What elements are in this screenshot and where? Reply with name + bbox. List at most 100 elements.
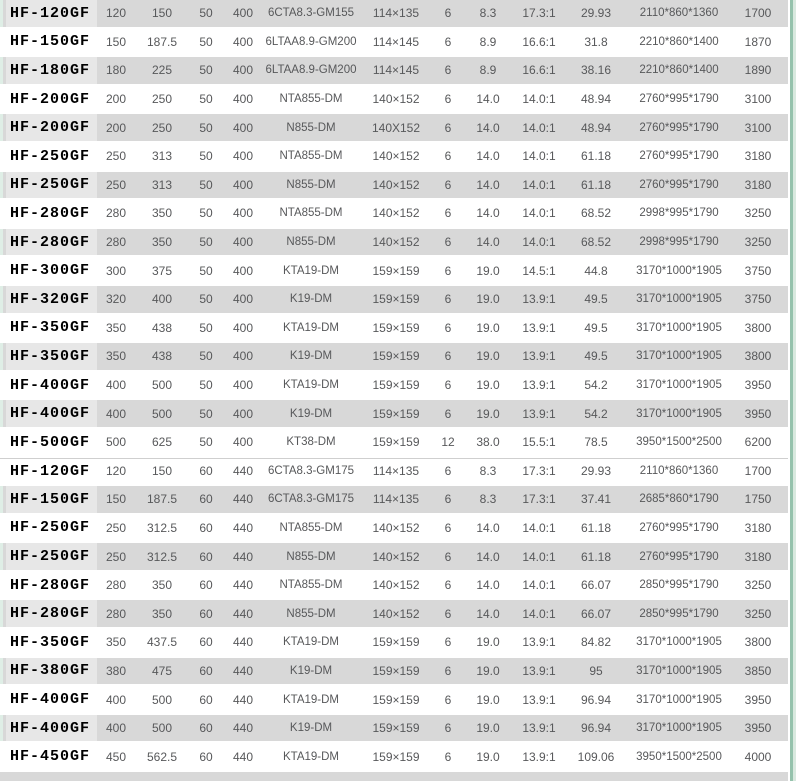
cell-engine-model: NTA855-DM	[279, 579, 343, 592]
cell-voltage-v: 440	[232, 749, 254, 764]
cell-dimensions: 3170*1000*1905	[636, 664, 722, 677]
cell-frequency-hz: 60	[199, 749, 213, 764]
cell-weight: 1700	[744, 464, 772, 479]
cell-engine-model: N855-DM	[286, 236, 336, 249]
cell-power-kva: 625	[151, 435, 173, 450]
cell-weight: 3250	[744, 235, 772, 250]
cell-bore-stroke: 159×159	[372, 692, 420, 707]
cell-compression-ratio: 17.3:1	[522, 6, 556, 21]
cell-dimensions: 3170*1000*1905	[636, 293, 722, 306]
cell-engine-model: KTA19-DM	[282, 379, 340, 392]
table-row: HF-280GF 280 350 50 400 NTA855-DM 140×15…	[0, 200, 788, 229]
cell-power-kw: 380	[105, 663, 127, 678]
cell-bore-stroke: 114×145	[372, 34, 420, 49]
cell-power-kva: 475	[151, 663, 173, 678]
cell-bore-stroke: 114×135	[372, 492, 420, 507]
cell-fuel-consumption: 37.41	[580, 492, 612, 507]
cell-weight: 3100	[744, 120, 772, 135]
cell-model-name: HF-280GF	[0, 228, 100, 256]
cell-power-kw: 150	[105, 492, 127, 507]
cell-bore-stroke: 140×152	[372, 235, 420, 250]
cell-bore-stroke: 159×159	[372, 721, 420, 736]
cell-voltage-v: 400	[232, 320, 254, 335]
cell-power-kw: 250	[105, 149, 127, 164]
table-row: HF-280GF 280 350 60 440 NTA855-DM 140×15…	[0, 571, 788, 601]
table-row: HF-400GF 400 500 60 440 K19-DM 159×159 6…	[0, 714, 788, 744]
cell-power-kw: 350	[105, 349, 127, 364]
cell-engine-model: KTA19-DM	[282, 636, 340, 649]
cell-cylinders: 6	[444, 320, 452, 335]
cell-power-kva: 500	[151, 721, 173, 736]
cell-cylinders: 6	[444, 6, 452, 21]
cell-compression-ratio: 17.3:1	[522, 492, 556, 507]
cell-engine-model: K19-DM	[289, 407, 333, 420]
cell-frequency-hz: 50	[199, 263, 213, 278]
cell-power-kw: 150	[105, 34, 127, 49]
cell-frequency-hz: 50	[199, 34, 213, 49]
cell-engine-model: 6CTA8.3-GM175	[267, 465, 355, 478]
cell-model-name: HF-350GF	[9, 633, 90, 651]
cell-frequency-hz: 50	[199, 120, 213, 135]
cell-weight: 3850	[744, 663, 772, 678]
cell-weight: 3100	[744, 92, 772, 107]
cell-compression-ratio: 13.9:1	[522, 721, 556, 736]
cell-displacement: 19.0	[476, 692, 500, 707]
cell-power-kva: 500	[151, 692, 173, 707]
cell-engine-model: NTA855-DM	[279, 150, 343, 163]
cell-voltage-v: 440	[232, 721, 254, 736]
cell-model-name: HF-350GF	[0, 343, 100, 370]
cell-power-kw: 280	[105, 235, 127, 250]
cell-cylinders: 6	[444, 120, 452, 135]
cell-weight: 1700	[744, 6, 772, 21]
cell-dimensions: 3170*1000*1905	[636, 321, 722, 334]
cell-cylinders: 6	[444, 549, 452, 564]
cell-dimensions: 3170*1000*1905	[636, 722, 722, 735]
cell-dimensions: 2760*995*1790	[639, 93, 719, 106]
cell-cylinders: 6	[444, 663, 452, 678]
cell-cylinders: 6	[444, 378, 452, 393]
cell-frequency-hz: 60	[199, 606, 213, 621]
cell-dimensions: 3170*1000*1905	[636, 350, 722, 363]
cell-weight: 3950	[744, 378, 772, 393]
table-row: HF-500GF 500 625 50 400 KT38-DM 159×159 …	[0, 428, 788, 458]
cell-power-kw: 400	[105, 721, 127, 736]
cell-frequency-hz: 60	[199, 635, 213, 650]
cell-power-kw: 280	[105, 206, 127, 221]
cell-frequency-hz: 50	[199, 92, 213, 107]
cell-power-kw: 120	[105, 6, 127, 21]
cell-dimensions: 2760*995*1790	[639, 121, 719, 134]
cell-displacement: 19.0	[476, 635, 500, 650]
cell-voltage-v: 440	[232, 464, 254, 479]
cell-compression-ratio: 14.0:1	[522, 549, 556, 564]
cell-power-kva: 437.5	[146, 635, 178, 650]
cell-frequency-hz: 50	[199, 349, 213, 364]
cell-power-kw: 250	[105, 549, 127, 564]
cell-power-kw: 400	[105, 692, 127, 707]
cell-displacement: 19.0	[476, 378, 500, 393]
cell-engine-model: 6CTA8.3-GM175	[267, 493, 355, 506]
cell-frequency-hz: 50	[199, 206, 213, 221]
table-row: HF-200GF 200 250 50 400 NTA855-DM 140×15…	[0, 85, 788, 115]
cell-bore-stroke: 140X152	[371, 120, 421, 135]
cell-cylinders: 6	[444, 464, 452, 479]
cell-bore-stroke: 140×152	[372, 606, 420, 621]
cell-power-kva: 500	[151, 378, 173, 393]
cell-fuel-consumption: 49.5	[584, 349, 608, 364]
cell-model-name: HF-400GF	[0, 714, 100, 742]
cell-bore-stroke: 159×159	[372, 292, 420, 307]
cell-frequency-hz: 50	[199, 235, 213, 250]
cell-compression-ratio: 13.9:1	[522, 378, 556, 393]
cell-voltage-v: 440	[232, 692, 254, 707]
cell-engine-model: NTA855-DM	[279, 207, 343, 220]
cell-weight: 6200	[744, 435, 772, 450]
cell-dimensions: 2998*995*1790	[639, 236, 719, 249]
cell-dimensions: 3170*1000*1905	[636, 407, 722, 420]
cell-dimensions: 2760*995*1790	[639, 178, 719, 191]
cell-fuel-consumption: 61.18	[580, 549, 612, 564]
cell-bore-stroke: 140×152	[372, 520, 420, 535]
cell-model-name: HF-400GF	[0, 400, 100, 427]
table-row: HF-280GF 280 350 60 440 N855-DM 140×152 …	[0, 600, 788, 630]
cell-voltage-v: 400	[232, 34, 254, 49]
cell-frequency-hz: 60	[199, 464, 213, 479]
cell-engine-model: KTA19-DM	[282, 321, 340, 334]
